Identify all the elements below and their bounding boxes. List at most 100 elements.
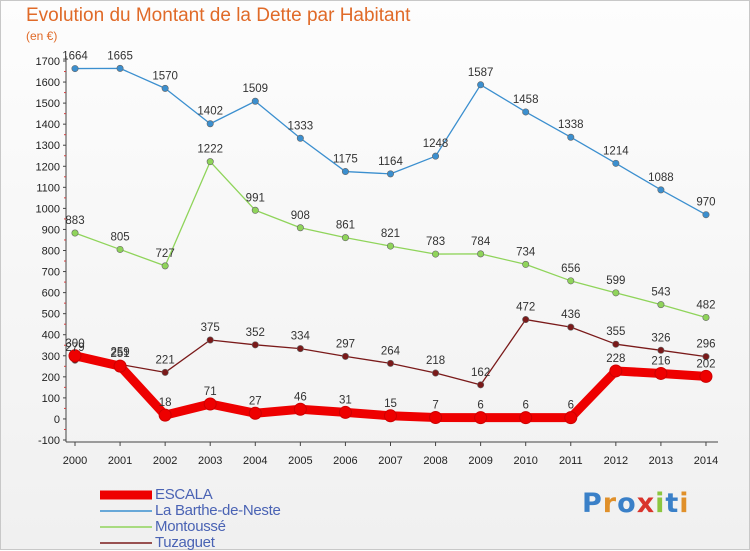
data-label-escala: 18 bbox=[159, 397, 172, 409]
data-label-tuzaguet: 279 bbox=[65, 342, 84, 354]
data-label-tuzaguet: 259 bbox=[110, 346, 129, 358]
data-label-tuzaguet: 352 bbox=[246, 327, 265, 339]
data-label-tuzaguet: 334 bbox=[291, 331, 311, 343]
data-point-escala bbox=[338, 405, 352, 419]
data-label-la-barthe-de-neste: 1214 bbox=[603, 145, 629, 157]
data-point-montousse bbox=[341, 234, 349, 242]
legend-swatch-la-barthe-de-neste bbox=[100, 510, 152, 512]
data-point-montousse bbox=[522, 260, 530, 268]
y-tick-label: 900 bbox=[42, 224, 60, 236]
data-point-tuzaguet bbox=[161, 368, 169, 376]
data-label-tuzaguet: 436 bbox=[561, 309, 580, 321]
x-tick-label: 2009 bbox=[468, 455, 492, 467]
data-point-la-barthe-de-neste bbox=[612, 159, 620, 167]
data-label-escala: 251 bbox=[110, 348, 129, 360]
legend-swatch-escala bbox=[100, 490, 152, 500]
data-point-tuzaguet bbox=[477, 381, 485, 389]
data-label-escala: 202 bbox=[696, 358, 715, 370]
data-label-escala: 7 bbox=[432, 399, 438, 411]
data-label-escala: 228 bbox=[606, 353, 625, 365]
data-label-escala: 216 bbox=[651, 355, 670, 367]
data-point-la-barthe-de-neste bbox=[251, 97, 259, 105]
data-label-tuzaguet: 375 bbox=[201, 322, 220, 334]
data-label-escala: 6 bbox=[568, 400, 574, 412]
data-point-montousse bbox=[71, 229, 79, 237]
data-label-la-barthe-de-neste: 1333 bbox=[288, 120, 314, 132]
data-label-montousse: 1222 bbox=[197, 144, 223, 156]
data-point-escala bbox=[248, 406, 262, 420]
data-point-montousse bbox=[206, 158, 214, 166]
x-tick-label: 2005 bbox=[288, 455, 312, 467]
data-label-escala: 46 bbox=[294, 391, 307, 403]
data-label-tuzaguet: 221 bbox=[156, 354, 175, 366]
data-label-tuzaguet: 296 bbox=[696, 339, 715, 351]
data-point-escala bbox=[158, 408, 172, 422]
data-label-la-barthe-de-neste: 1338 bbox=[558, 119, 584, 131]
data-point-montousse bbox=[386, 242, 394, 250]
data-label-la-barthe-de-neste: 1664 bbox=[62, 51, 88, 63]
data-label-la-barthe-de-neste: 1248 bbox=[423, 138, 449, 150]
y-tick-label: 1200 bbox=[36, 161, 60, 173]
data-point-la-barthe-de-neste bbox=[296, 134, 304, 142]
data-point-montousse bbox=[432, 250, 440, 258]
y-tick-label: 1500 bbox=[36, 98, 60, 110]
data-label-tuzaguet: 355 bbox=[606, 326, 625, 338]
data-point-la-barthe-de-neste bbox=[341, 168, 349, 176]
data-point-la-barthe-de-neste bbox=[477, 81, 485, 89]
data-point-la-barthe-de-neste bbox=[71, 65, 79, 73]
y-tick-label: 1700 bbox=[36, 56, 60, 68]
y-tick-label: 1100 bbox=[36, 182, 60, 194]
x-tick-label: 2000 bbox=[63, 455, 87, 467]
data-point-la-barthe-de-neste bbox=[432, 152, 440, 160]
data-label-la-barthe-de-neste: 1665 bbox=[107, 50, 133, 62]
data-point-tuzaguet bbox=[296, 345, 304, 353]
data-point-la-barthe-de-neste bbox=[522, 108, 530, 116]
data-label-tuzaguet: 472 bbox=[516, 302, 535, 314]
data-point-tuzaguet bbox=[386, 359, 394, 367]
data-label-escala: 300 bbox=[65, 338, 84, 350]
legend-label-montousse: Montoussé bbox=[155, 518, 226, 535]
legend-label-escala: ESCALA bbox=[155, 486, 213, 503]
data-point-montousse bbox=[567, 277, 575, 285]
data-point-montousse bbox=[296, 224, 304, 232]
data-point-escala bbox=[609, 364, 623, 378]
unit-label: (en €) bbox=[26, 29, 58, 43]
y-tick-label: 0 bbox=[54, 414, 60, 426]
data-point-escala bbox=[293, 402, 307, 416]
legend-swatch-montousse bbox=[100, 526, 152, 528]
y-tick-label: 100 bbox=[42, 393, 60, 405]
legend-swatch-tuzaguet bbox=[100, 542, 152, 544]
data-label-escala: 6 bbox=[477, 400, 483, 412]
data-label-montousse: 805 bbox=[110, 231, 129, 243]
data-point-tuzaguet bbox=[206, 336, 214, 344]
data-point-la-barthe-de-neste bbox=[161, 84, 169, 92]
data-point-tuzaguet bbox=[341, 352, 349, 360]
y-tick-label: 1300 bbox=[36, 140, 60, 152]
data-point-escala bbox=[564, 411, 578, 425]
y-tick-label: 500 bbox=[42, 309, 60, 321]
data-point-escala bbox=[699, 369, 713, 383]
data-point-tuzaguet bbox=[251, 341, 259, 349]
data-label-la-barthe-de-neste: 1458 bbox=[513, 94, 539, 106]
x-tick-label: 2012 bbox=[604, 455, 628, 467]
data-label-montousse: 821 bbox=[381, 228, 400, 240]
data-label-tuzaguet: 297 bbox=[336, 338, 355, 350]
data-label-la-barthe-de-neste: 1509 bbox=[242, 83, 268, 95]
data-label-la-barthe-de-neste: 1570 bbox=[152, 70, 178, 82]
data-point-montousse bbox=[116, 245, 124, 253]
data-point-la-barthe-de-neste bbox=[702, 211, 710, 219]
data-point-tuzaguet bbox=[567, 323, 575, 331]
data-point-escala bbox=[113, 359, 127, 373]
data-point-escala bbox=[203, 397, 217, 411]
data-point-la-barthe-de-neste bbox=[386, 170, 394, 178]
y-tick-label: 800 bbox=[42, 246, 60, 258]
data-label-montousse: 656 bbox=[561, 263, 580, 275]
x-tick-label: 2014 bbox=[694, 455, 718, 467]
y-tick-label: 400 bbox=[42, 330, 60, 342]
y-tick-label: 300 bbox=[42, 351, 60, 363]
data-point-tuzaguet bbox=[612, 340, 620, 348]
y-tick-label: 1400 bbox=[36, 119, 60, 131]
data-point-tuzaguet bbox=[657, 346, 665, 354]
data-point-la-barthe-de-neste bbox=[206, 120, 214, 128]
data-point-escala bbox=[68, 349, 82, 363]
